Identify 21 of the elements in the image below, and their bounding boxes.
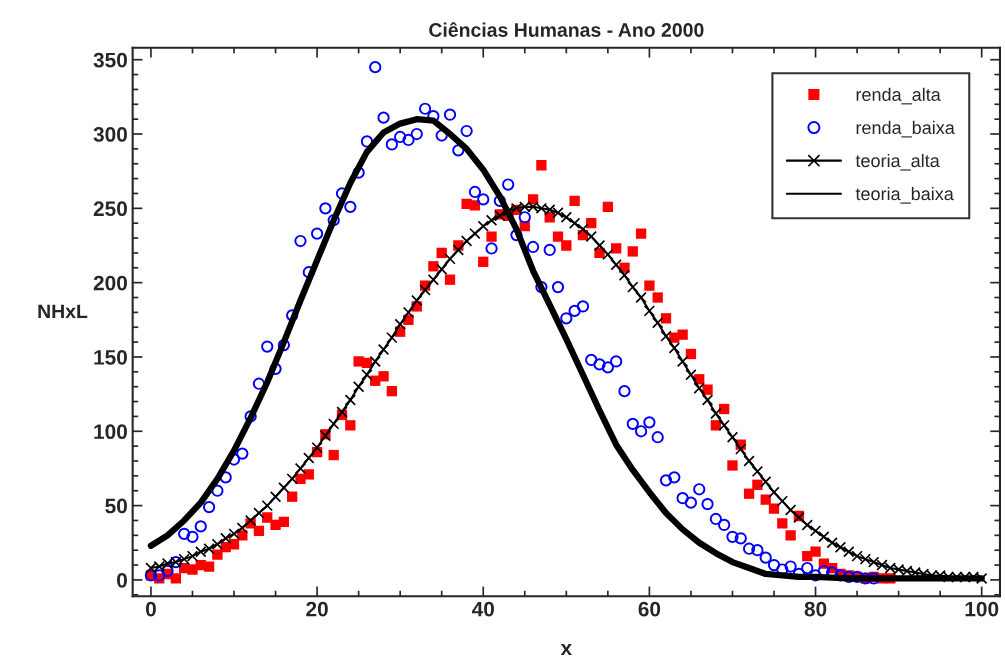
x-tick-label: 20	[306, 601, 328, 617]
y-tick-label: 50	[105, 498, 127, 514]
x-tick-label: 40	[471, 601, 494, 617]
y-tick-label: 200	[93, 275, 127, 291]
y-tick-label: 250	[93, 201, 127, 217]
x-tick-label: 100	[965, 601, 999, 617]
chart-title: Ciências Humanas - Ano 2000	[429, 22, 704, 37]
y-tick-label: 350	[93, 52, 127, 68]
y-tick-label: 100	[94, 424, 127, 440]
x-tick-label: 80	[804, 601, 827, 617]
y-tick-label: 300	[93, 127, 127, 142]
x-axis-title: x	[560, 644, 572, 656]
x-tick-label: 0	[145, 601, 156, 617]
y-tick-label: 0	[117, 572, 127, 588]
legend-label: teoria_alta	[855, 153, 940, 171]
x-tick-label: 60	[638, 601, 661, 617]
y-axis-title: NHxL	[38, 304, 88, 319]
legend-label: teoria_baixa	[855, 186, 954, 204]
legend-label: renda_alta	[856, 87, 941, 105]
legend-label: renda_baixa	[856, 120, 955, 138]
y-tick-label: 150	[94, 349, 127, 365]
